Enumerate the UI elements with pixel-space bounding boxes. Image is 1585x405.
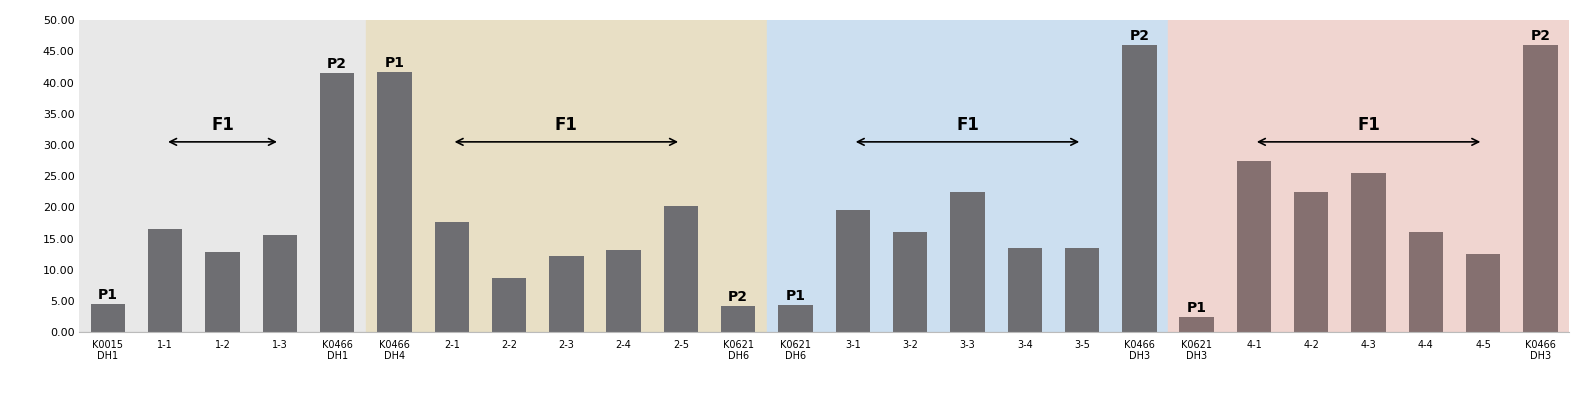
Bar (951, 192, 984, 332)
Bar (79, 20, 366, 332)
Text: F1: F1 (211, 116, 235, 134)
Bar (1352, 173, 1385, 332)
Bar (1466, 254, 1501, 332)
Text: F1: F1 (1357, 116, 1381, 134)
Text: P2: P2 (1531, 29, 1550, 43)
Bar (892, 232, 927, 332)
Bar (778, 305, 813, 332)
Text: P1: P1 (98, 288, 117, 302)
Bar (1168, 20, 1569, 332)
Bar (1236, 160, 1271, 332)
Text: F1: F1 (555, 116, 579, 134)
Bar (1293, 192, 1328, 332)
Bar (607, 250, 640, 332)
Bar (1008, 248, 1041, 332)
Bar (1409, 232, 1442, 332)
Bar (90, 304, 125, 332)
Bar (206, 252, 239, 332)
Bar (491, 278, 526, 332)
Bar (1122, 45, 1157, 332)
Bar (664, 206, 697, 332)
Bar (320, 73, 355, 332)
Bar (1065, 248, 1100, 332)
Bar (366, 20, 767, 332)
Bar (434, 222, 469, 332)
Bar (147, 229, 182, 332)
Text: P2: P2 (327, 58, 347, 71)
Text: P1: P1 (1187, 301, 1206, 315)
Bar (1179, 317, 1214, 332)
Bar (548, 256, 583, 332)
Bar (721, 306, 756, 332)
Text: P1: P1 (786, 290, 805, 303)
Text: F1: F1 (956, 116, 980, 134)
Bar (1523, 45, 1558, 332)
Text: P2: P2 (728, 290, 748, 304)
Bar (263, 235, 296, 332)
Bar (835, 211, 870, 332)
Bar (767, 20, 1168, 332)
Text: P1: P1 (385, 56, 404, 70)
Bar (377, 72, 412, 332)
Text: P2: P2 (1130, 29, 1149, 43)
